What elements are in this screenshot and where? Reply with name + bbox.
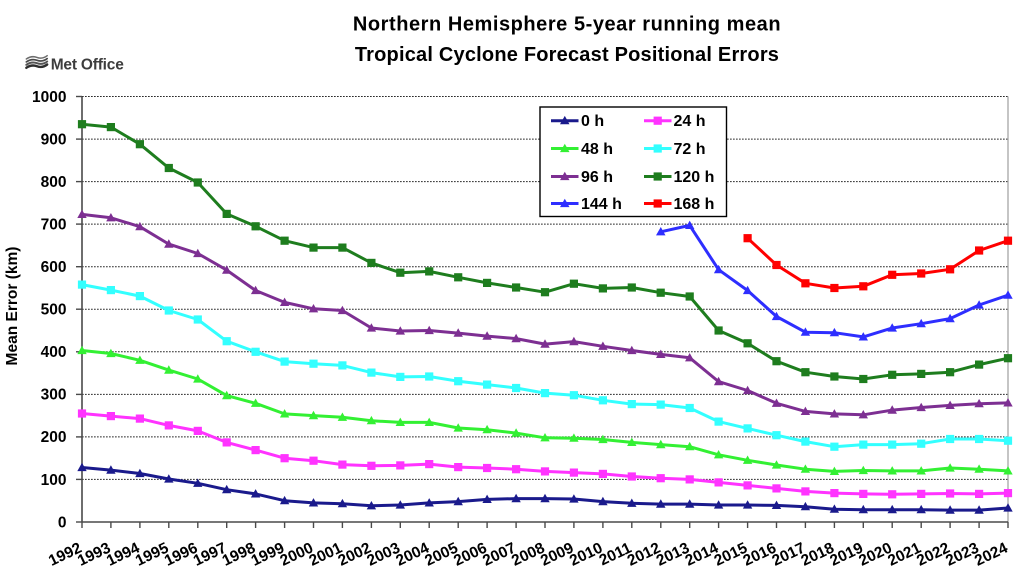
svg-text:200: 200 bbox=[41, 429, 67, 446]
svg-text:700: 700 bbox=[41, 216, 67, 233]
svg-text:300: 300 bbox=[41, 387, 67, 404]
svg-text:144 h: 144 h bbox=[581, 196, 622, 213]
svg-text:900: 900 bbox=[41, 131, 67, 148]
svg-text:0 h: 0 h bbox=[581, 113, 604, 130]
svg-text:400: 400 bbox=[41, 344, 67, 361]
svg-text:48 h: 48 h bbox=[581, 141, 613, 158]
svg-text:Tropical Cyclone Forecast Posi: Tropical Cyclone Forecast Positional Err… bbox=[355, 44, 779, 66]
svg-text:96 h: 96 h bbox=[581, 169, 613, 186]
svg-text:Mean Error (km): Mean Error (km) bbox=[4, 247, 21, 366]
svg-text:72 h: 72 h bbox=[674, 141, 706, 158]
svg-text:800: 800 bbox=[41, 174, 67, 191]
svg-text:500: 500 bbox=[41, 302, 67, 319]
svg-text:168 h: 168 h bbox=[674, 196, 715, 213]
svg-text:1000: 1000 bbox=[32, 89, 66, 106]
svg-text:0: 0 bbox=[58, 514, 67, 531]
svg-text:Northern Hemisphere 5-year run: Northern Hemisphere 5-year running mean bbox=[353, 14, 781, 36]
svg-text:120 h: 120 h bbox=[674, 169, 715, 186]
svg-text:600: 600 bbox=[41, 259, 67, 276]
svg-text:100: 100 bbox=[41, 472, 67, 489]
svg-text:24 h: 24 h bbox=[674, 113, 706, 130]
svg-text:Met Office: Met Office bbox=[51, 56, 125, 73]
